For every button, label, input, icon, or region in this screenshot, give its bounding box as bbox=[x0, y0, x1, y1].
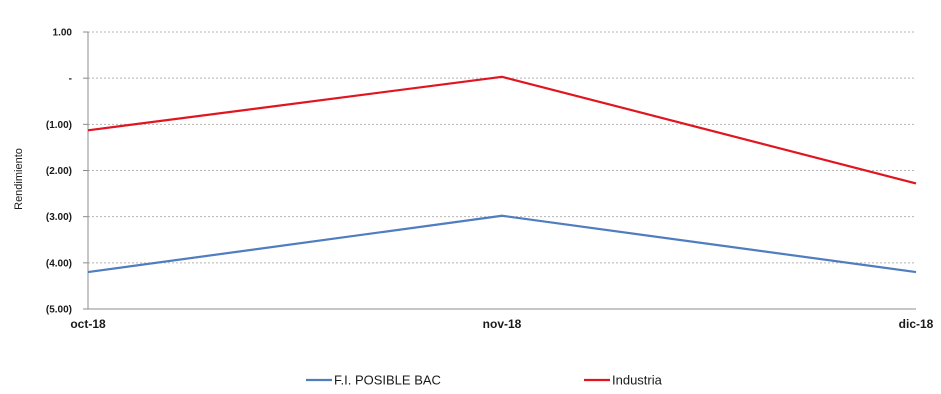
y-tick-label: (1.00) bbox=[46, 120, 72, 131]
series-line bbox=[87, 214, 917, 274]
gridlines bbox=[88, 31, 916, 264]
series-lines bbox=[87, 75, 917, 274]
y-axis-title: Rendimiento bbox=[13, 148, 25, 210]
y-tick-label: (4.00) bbox=[46, 258, 72, 269]
axes bbox=[83, 31, 916, 310]
series-line bbox=[87, 75, 917, 185]
legend-label: Industria bbox=[612, 373, 663, 388]
x-tick-label: nov-18 bbox=[483, 317, 522, 331]
y-tick-label: (2.00) bbox=[46, 166, 72, 177]
y-tick-label: - bbox=[69, 74, 72, 85]
legend: F.I. POSIBLE BAC Industria bbox=[306, 373, 663, 388]
x-tick-label: dic-18 bbox=[899, 317, 934, 331]
y-tick-label: (3.00) bbox=[46, 212, 72, 223]
legend-label: F.I. POSIBLE BAC bbox=[334, 373, 441, 388]
y-tick-label: 1.00 bbox=[53, 28, 73, 39]
x-tick-label: oct-18 bbox=[70, 317, 106, 331]
y-tick-labels: 1.00 - (1.00) (2.00) (3.00) (4.00) (5.00) bbox=[46, 28, 73, 316]
y-tick-label: (5.00) bbox=[46, 305, 72, 316]
x-tick-labels: oct-18 nov-18 dic-18 bbox=[70, 317, 933, 331]
